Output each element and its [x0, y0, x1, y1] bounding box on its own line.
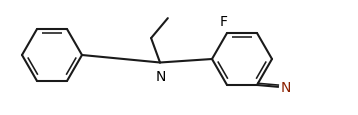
Text: N: N — [156, 69, 166, 83]
Text: F: F — [220, 14, 228, 28]
Text: N: N — [281, 80, 291, 94]
